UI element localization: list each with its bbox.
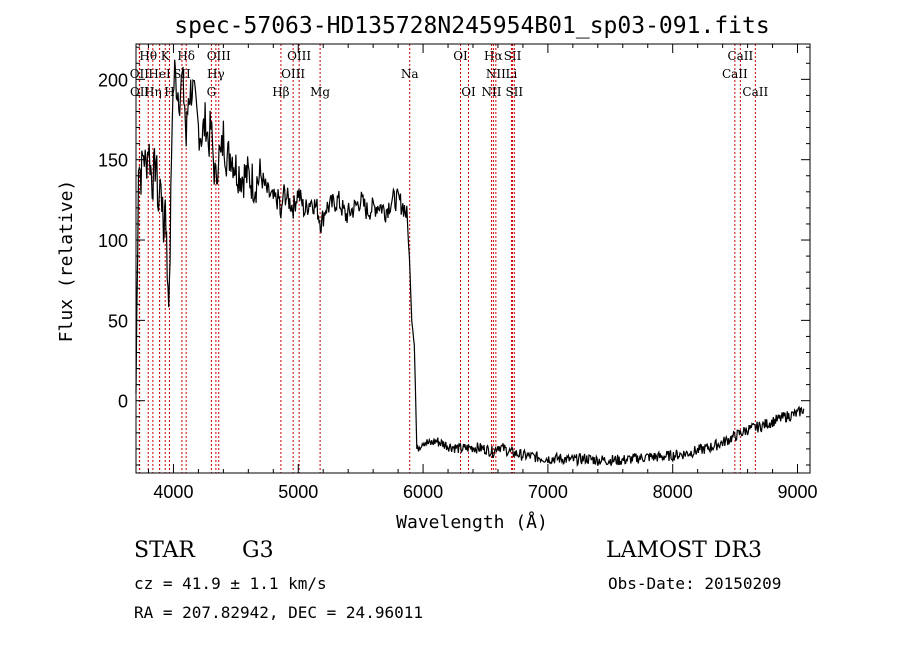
- line-marker-label: OI: [453, 49, 468, 63]
- line-marker-label: Hθ: [139, 49, 157, 63]
- x-axis-ticks: 4000 5000 6000 7000 8000 9000: [147, 44, 818, 502]
- x-tick-label: 7000: [528, 482, 568, 502]
- line-marker-label: HeI: [148, 67, 171, 81]
- line-marker-label: NII: [481, 85, 501, 99]
- line-marker-label: Hδ: [177, 49, 195, 63]
- line-marker-label: SII: [504, 49, 522, 63]
- y-tick-label: 0: [118, 392, 128, 412]
- x-tick-label: 5000: [278, 482, 318, 502]
- line-marker-label: OI: [461, 85, 476, 99]
- line-marker-label: Li: [506, 67, 518, 81]
- line-marker-label: NII: [486, 67, 506, 81]
- x-tick-label: 9000: [777, 482, 817, 502]
- x-tick-label: 8000: [653, 482, 693, 502]
- y-tick-label: 100: [98, 231, 128, 251]
- redshift-velocity: cz = 41.9 ± 1.1 km/s: [134, 574, 327, 593]
- plot-frame: [135, 43, 811, 474]
- x-tick-label: 4000: [153, 482, 193, 502]
- line-marker-label: Hα: [484, 49, 503, 63]
- y-axis-ticks: 0 50 100 150 200: [98, 46, 810, 466]
- object-subclass: G3: [242, 538, 274, 563]
- coordinates: RA = 207.82942, DEC = 24.96011: [134, 603, 423, 622]
- x-tick-label: 6000: [403, 482, 443, 502]
- line-marker-label: OIII: [207, 49, 231, 63]
- line-marker-label: Na: [401, 67, 419, 81]
- line-marker-label: OII: [130, 85, 150, 99]
- survey-name: LAMOST DR3: [606, 538, 762, 563]
- x-axis-label: Wavelength (Å): [396, 511, 548, 533]
- line-marker-label: G: [207, 85, 217, 99]
- line-marker-label: Hβ: [272, 85, 289, 99]
- spectrum-line: [135, 59, 805, 467]
- line-marker-label: K: [161, 49, 171, 63]
- line-marker-label: CaII: [722, 67, 748, 81]
- line-marker-label: Hη: [144, 85, 162, 99]
- line-marker-label: CaII: [727, 49, 753, 63]
- line-marker-label: OIII: [287, 49, 311, 63]
- y-axis-label: Flux (relative): [56, 180, 77, 343]
- line-marker-label: Mg: [310, 85, 330, 99]
- y-tick-label: 50: [108, 311, 128, 331]
- line-marker-label: OIII: [281, 67, 305, 81]
- line-marker-label: H: [164, 85, 174, 99]
- y-tick-label: 200: [98, 70, 128, 90]
- line-marker-label: Hγ: [207, 67, 225, 81]
- chart-title: spec-57063-HD135728N245954B01_sp03-091.f…: [174, 13, 769, 39]
- plot-area-border: [135, 43, 811, 474]
- object-type: STAR: [134, 538, 195, 563]
- y-tick-label: 150: [98, 151, 128, 171]
- line-marker-label: CaII: [742, 85, 768, 99]
- observation-date: Obs-Date: 20150209: [608, 574, 782, 593]
- line-marker-label: SII: [505, 85, 523, 99]
